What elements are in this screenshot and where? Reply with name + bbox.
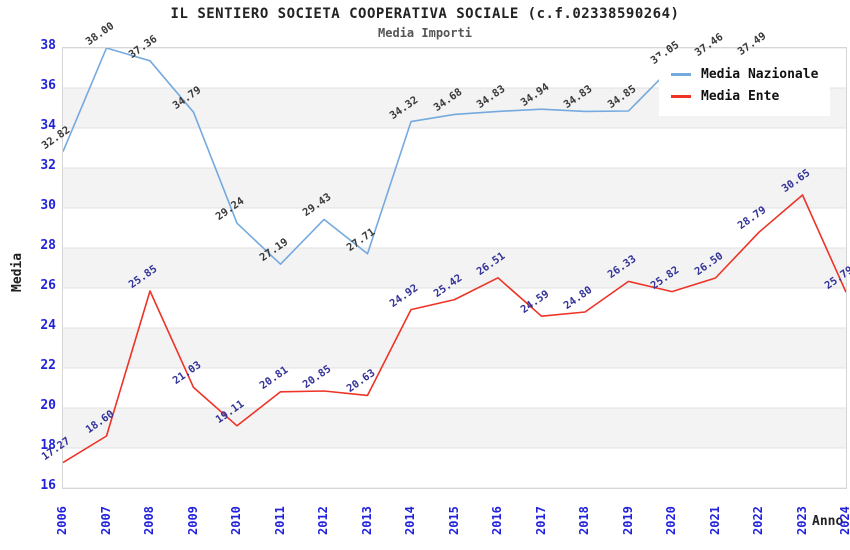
legend-line-sample-ente bbox=[671, 94, 691, 98]
x-tick-label: 2020 bbox=[664, 506, 678, 535]
y-tick-label: 16 bbox=[40, 478, 56, 493]
chart-subtitle: Media Importi bbox=[378, 26, 472, 40]
plot-svg bbox=[63, 48, 846, 488]
x-tick-label: 2015 bbox=[446, 506, 461, 535]
x-tick-label: 2016 bbox=[490, 506, 504, 535]
x-tick-label: 2010 bbox=[229, 506, 243, 535]
y-tick-label: 26 bbox=[40, 278, 56, 293]
y-tick-label: 36 bbox=[40, 78, 56, 93]
y-tick-label: 20 bbox=[40, 398, 56, 413]
legend-line-sample-nazionale bbox=[671, 72, 691, 76]
x-tick-label: 2013 bbox=[359, 506, 374, 535]
y-tick-label: 18 bbox=[40, 438, 56, 453]
y-tick-label: 22 bbox=[40, 358, 56, 373]
series-line-media-ente bbox=[63, 194, 846, 464]
x-tick-label: 2021 bbox=[707, 506, 722, 535]
series-line-media-nazionale bbox=[63, 48, 760, 265]
y-tick-label: 24 bbox=[40, 318, 56, 333]
legend: Media Nazionale Media Ente bbox=[659, 56, 831, 116]
chart-title: IL SENTIERO SOCIETA COOPERATIVA SOCIALE … bbox=[170, 6, 680, 22]
x-tick-label: 2007 bbox=[98, 506, 113, 535]
legend-label: Media Ente bbox=[701, 88, 780, 104]
x-tick-label: 2008 bbox=[142, 506, 156, 535]
y-tick-label: 28 bbox=[40, 238, 56, 253]
x-tick-label: 2022 bbox=[751, 506, 765, 535]
x-axis-title: Anno bbox=[812, 514, 844, 529]
x-tick-label: 2012 bbox=[316, 506, 330, 535]
legend-item-media-ente: Media Ente bbox=[671, 85, 818, 107]
x-tick-label: 2018 bbox=[577, 506, 591, 535]
x-tick-label: 2023 bbox=[794, 506, 809, 535]
x-tick-label: 2006 bbox=[55, 506, 69, 535]
y-tick-label: 30 bbox=[40, 198, 56, 213]
x-tick-label: 2024 bbox=[838, 506, 850, 535]
x-tick-label: 2017 bbox=[533, 506, 548, 535]
plot-area bbox=[62, 47, 847, 489]
legend-label: Media Nazionale bbox=[701, 66, 819, 82]
x-tick-label: 2019 bbox=[620, 506, 635, 535]
y-tick-label: 34 bbox=[40, 118, 56, 133]
x-tick-label: 2009 bbox=[185, 506, 200, 535]
legend-item-media-nazionale: Media Nazionale bbox=[671, 63, 818, 85]
y-tick-label: 38 bbox=[40, 38, 56, 53]
y-tick-label: 32 bbox=[40, 158, 56, 173]
x-tick-label: 2011 bbox=[272, 506, 287, 535]
x-tick-label: 2014 bbox=[403, 506, 417, 535]
